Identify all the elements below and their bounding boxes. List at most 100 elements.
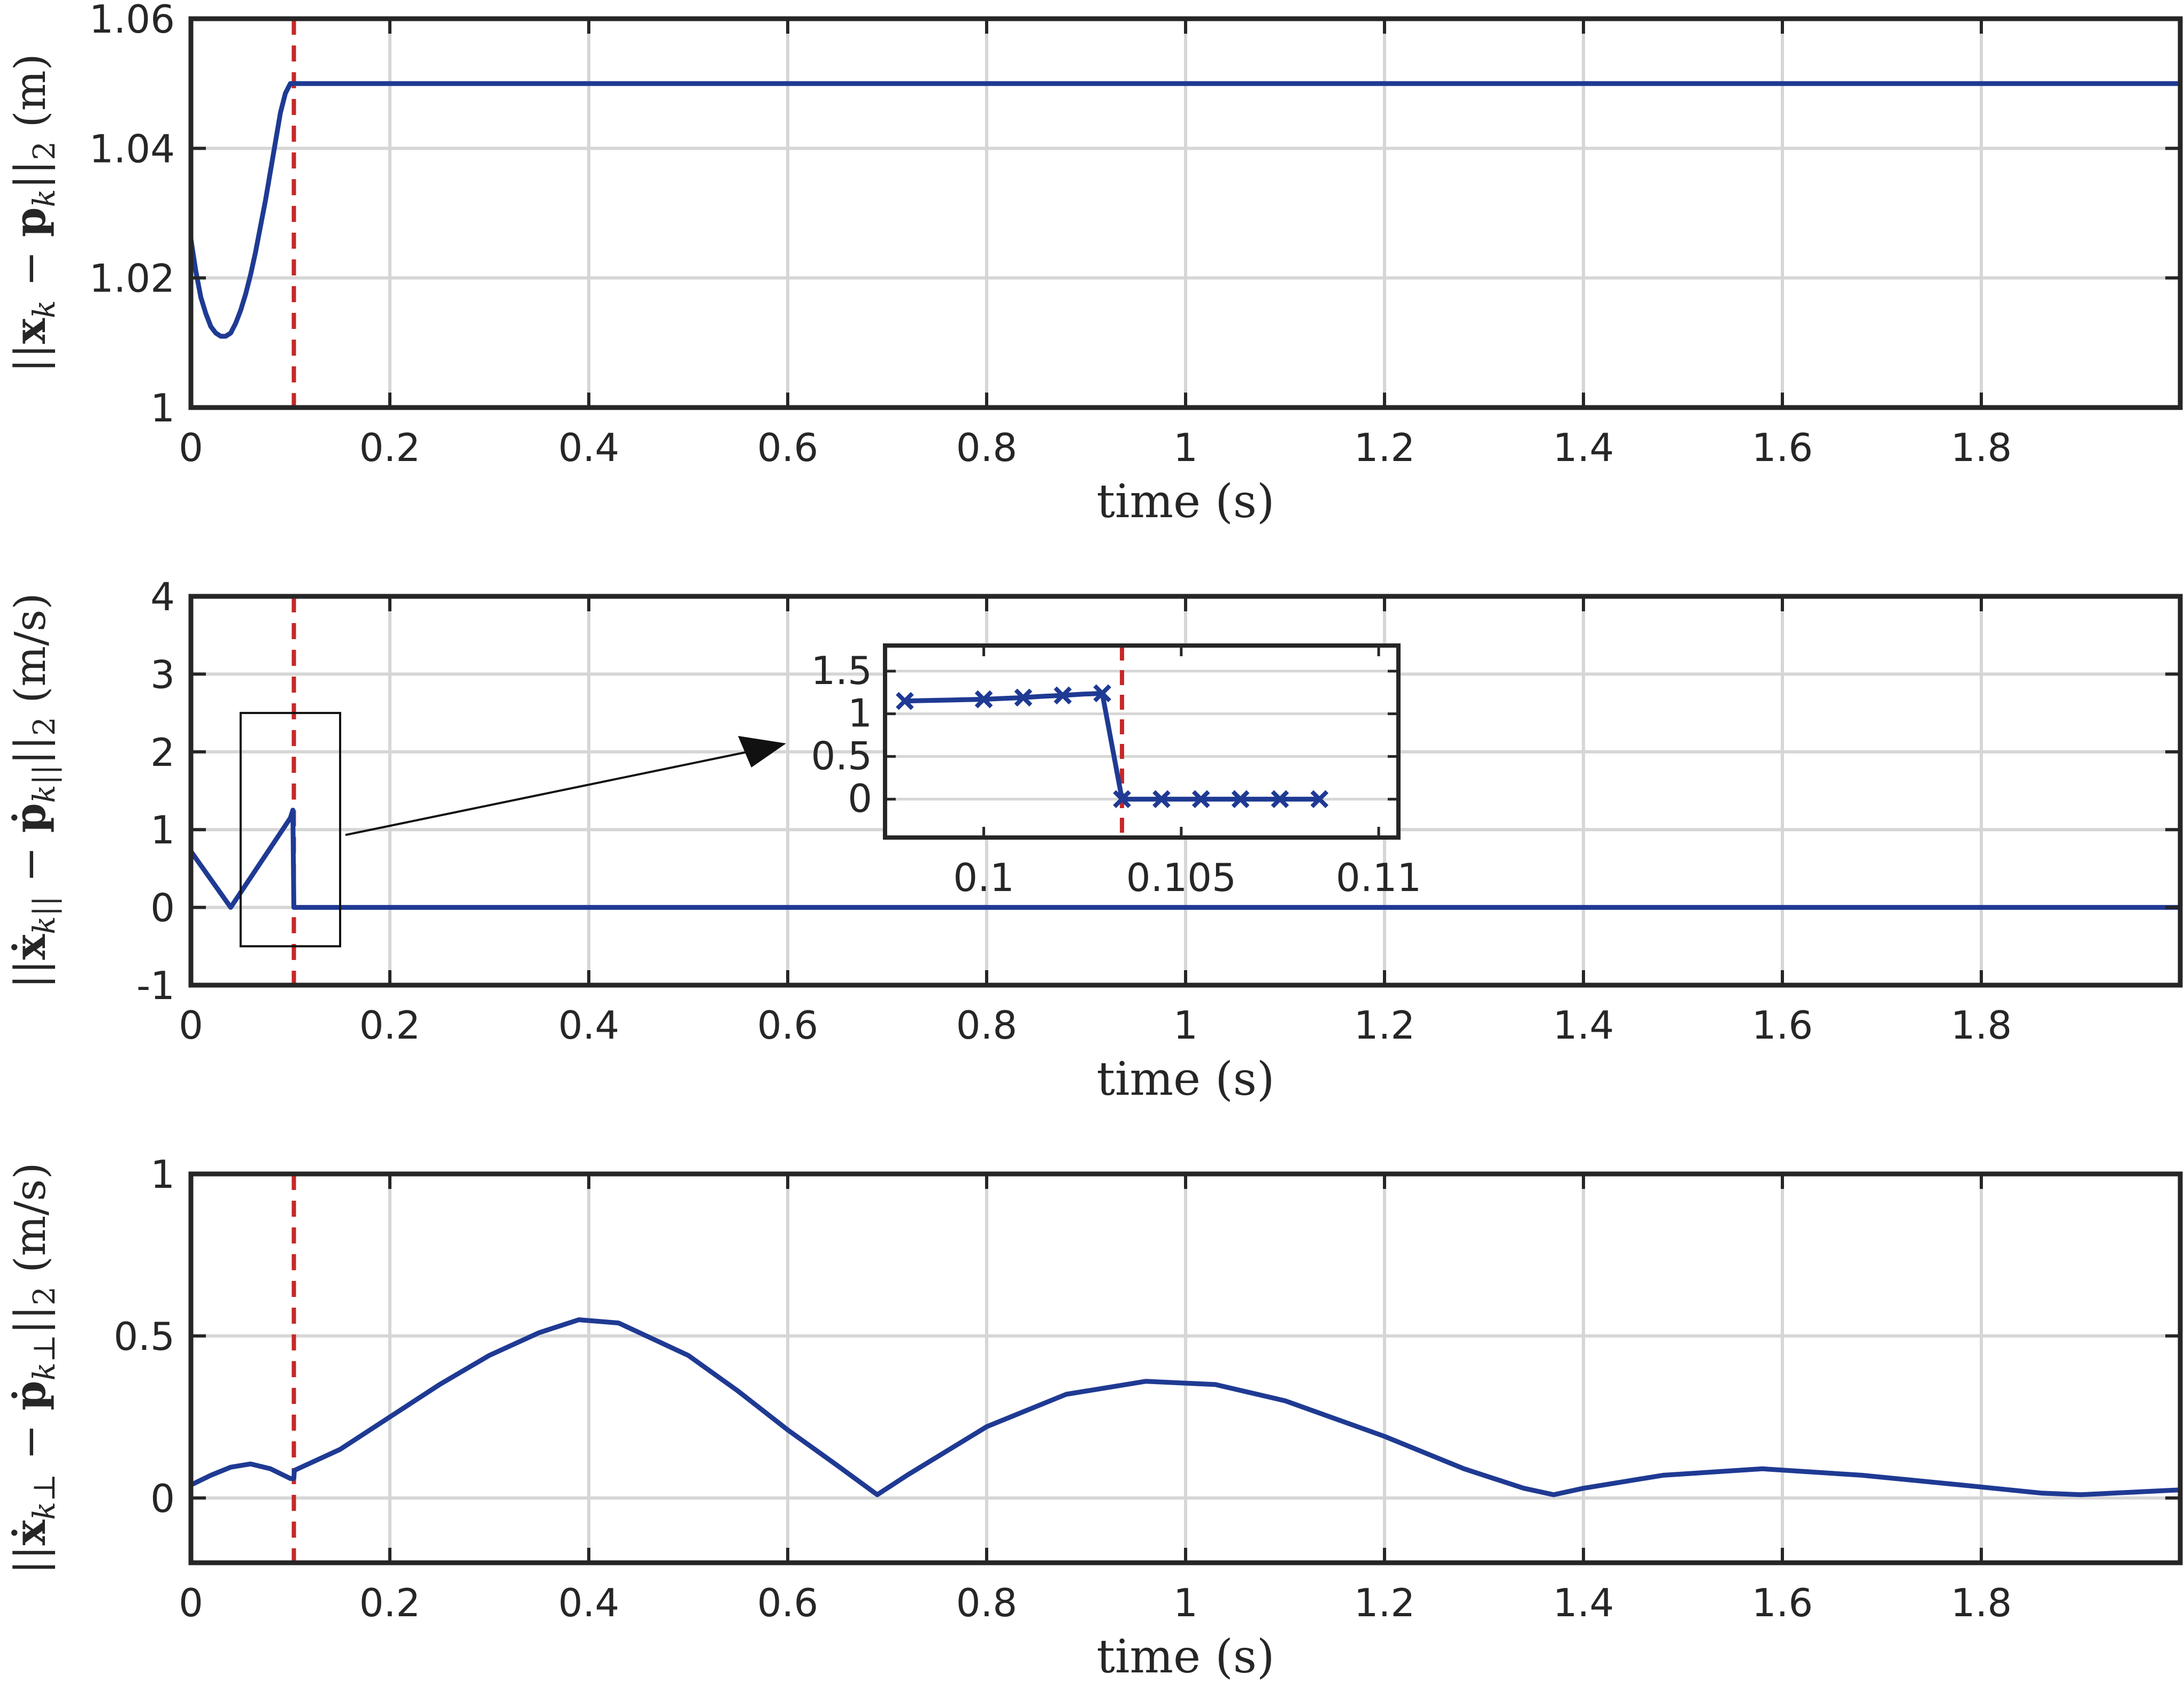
x-axis-label: time (s) — [1096, 1630, 1274, 1684]
y-axis-label-part: k — [27, 300, 62, 318]
y-axis-label-part: k|| — [27, 765, 62, 803]
inset-marker — [974, 690, 993, 709]
y-axis-label-part: ẋ — [5, 1519, 55, 1546]
x-tick-label: 1 — [1173, 1003, 1198, 1048]
y-tick-label: 1 — [150, 386, 175, 431]
y-axis-label-part: − — [5, 237, 55, 300]
x-tick-label: 0.4 — [558, 425, 620, 470]
x-tick-label: 0.4 — [558, 1580, 620, 1625]
series-line — [188, 1317, 2183, 1498]
x-tick-label: 1.6 — [1752, 1003, 1813, 1048]
y-tick-label: 4 — [150, 574, 175, 619]
x-tick-label: 0 — [179, 1580, 203, 1625]
y-axis-label-part: 2 — [27, 1286, 62, 1306]
x-tick-label: 0.2 — [359, 1580, 421, 1625]
inset-marker — [1014, 688, 1033, 707]
panel-perpendicular-velocity-error: 0 0.2 0.4 0.6 0.8 1 1.2 1.4 1.6 1.8 0 0.5 1 time (s) |… — [5, 1152, 2183, 1684]
x-tick-label: 1.6 — [1752, 425, 1813, 470]
y-axis-label-part: || — [5, 1546, 55, 1575]
y-axis-label-part: || — [5, 160, 55, 189]
y-axis-label-part: (m/s) — [5, 1163, 55, 1287]
inset-series-line — [904, 690, 1320, 802]
y-axis-label: ||ẋk|| − ṗk||||2 (m/s) — [5, 593, 62, 988]
x-tick-label: 1.4 — [1553, 425, 1614, 470]
series-line — [188, 808, 2183, 910]
y-axis-label-part: ṗ — [5, 1380, 55, 1410]
inset-marker — [1271, 790, 1289, 809]
inset-marker — [1093, 684, 1111, 703]
y-tick-label: 3 — [150, 652, 175, 697]
x-tick-label: 1.2 — [1354, 425, 1416, 470]
y-axis-label-part: ṗ — [5, 803, 55, 833]
zoom-arrow-head — [738, 736, 786, 767]
y-axis-label-part: k⊥ — [27, 1334, 62, 1381]
inset-x-tick-label: 0.11 — [1336, 855, 1421, 900]
y-axis-label-part: x — [5, 318, 55, 344]
x-tick-label: 1.2 — [1354, 1580, 1416, 1625]
inset-background — [885, 646, 1398, 838]
x-tick-label: 0.8 — [956, 1580, 1018, 1625]
x-tick-label: 0.8 — [956, 1003, 1018, 1048]
series-line — [188, 81, 2183, 339]
y-tick-label: 0 — [150, 1476, 175, 1521]
x-tick-label: 0.6 — [757, 425, 819, 470]
inset-marker — [1113, 790, 1131, 809]
x-tick-label: 1.4 — [1553, 1003, 1614, 1048]
y-tick-label: 1.02 — [89, 256, 175, 301]
y-axis-label-part: || — [5, 344, 55, 373]
x-tick-label: 0 — [179, 1003, 203, 1048]
y-tick-label: -1 — [136, 963, 175, 1008]
zoom-region-box — [240, 712, 341, 948]
x-tick-label: 1 — [1173, 1580, 1198, 1625]
inset-y-tick-label: 0.5 — [811, 733, 872, 778]
x-tick-label: 0 — [179, 425, 203, 470]
x-axis-label: time (s) — [1096, 475, 1274, 528]
y-axis-label: ||xk − pk||2 (m) — [5, 53, 62, 373]
y-axis-label-part: || — [5, 1306, 55, 1334]
x-tick-label: 1.6 — [1752, 1580, 1813, 1625]
y-axis-label-part: (m) — [5, 53, 55, 141]
y-axis-label-part: k|| — [27, 896, 62, 934]
y-tick-label: 1.04 — [89, 126, 175, 171]
y-axis-label: ||ẋk⊥ − ṗk⊥||2 (m/s) — [5, 1163, 62, 1575]
y-axis-label-part: || — [5, 960, 55, 989]
inset-marker — [1310, 790, 1329, 809]
x-tick-label: 1 — [1173, 425, 1198, 470]
y-tick-label: 1.06 — [89, 0, 175, 42]
inset-zoom: 00.511.5 0.1 0.105 0.11 — [811, 643, 1421, 900]
y-axis-label-part: || — [5, 736, 55, 765]
inset-marker — [1231, 790, 1250, 809]
y-axis-label-part: − — [5, 1410, 55, 1473]
y-tick-label: 1 — [150, 808, 175, 853]
x-tick-label: 1.4 — [1553, 1580, 1614, 1625]
x-tick-label: 1.8 — [1951, 425, 2012, 470]
inset-marker — [1152, 790, 1171, 809]
inset-x-tick-label: 0.1 — [953, 855, 1014, 900]
x-tick-label: 1.8 — [1951, 1003, 2012, 1048]
x-tick-label: 0.2 — [359, 425, 421, 470]
x-axis-label: time (s) — [1096, 1053, 1274, 1106]
x-tick-label: 0.6 — [757, 1580, 819, 1625]
y-axis-label-part: (m/s) — [5, 593, 55, 717]
inset-x-tick-label: 0.105 — [1126, 855, 1236, 900]
inset-y-tick-label: 1 — [848, 691, 872, 736]
inset-y-tick-label: 0 — [848, 776, 872, 821]
x-tick-label: 0.8 — [956, 425, 1018, 470]
y-axis-label-part: k — [27, 189, 62, 207]
y-axis-label-part: − — [5, 833, 55, 896]
y-axis-label-part: p — [5, 207, 55, 237]
inset-marker — [896, 692, 914, 710]
y-tick-label: 0.5 — [113, 1314, 175, 1359]
y-tick-label: 0 — [150, 886, 175, 931]
x-tick-label: 0.4 — [558, 1003, 620, 1048]
inset-marker — [1191, 790, 1210, 809]
x-tick-label: 0.6 — [757, 1003, 819, 1048]
y-axis-label-part: 2 — [27, 141, 62, 160]
x-tick-label: 1.2 — [1354, 1003, 1416, 1048]
y-axis-label-part: 2 — [27, 717, 62, 736]
inset-marker — [1053, 686, 1072, 705]
y-axis-label-part: k⊥ — [27, 1473, 62, 1520]
y-axis-label-part: ẋ — [5, 934, 55, 960]
